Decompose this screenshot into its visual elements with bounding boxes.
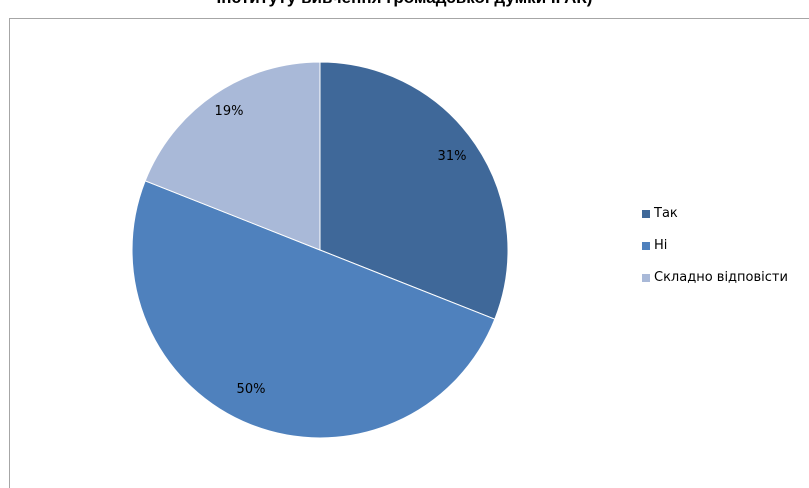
data-label-skladno: 19%: [215, 104, 244, 119]
legend-label-tak: Так: [654, 206, 678, 221]
chart-frame: [9, 18, 809, 488]
data-label-tak: 31%: [438, 149, 467, 164]
legend-swatch-tak: [642, 209, 650, 218]
slice-tak: [319, 61, 509, 320]
data-label-ni: 50%: [237, 382, 266, 397]
legend-item-ni: Ні: [642, 237, 788, 254]
legend-item-tak: Так: [642, 205, 788, 222]
legend-item-skladno: Складно відповісти: [642, 269, 788, 286]
slice-skladno: [144, 61, 321, 251]
legend-swatch-ni: [642, 241, 650, 250]
slice-ni: [131, 180, 496, 439]
chart-legend: Так Ні Складно відповісти: [642, 205, 788, 301]
legend-label-skladno: Складно відповісти: [654, 270, 788, 285]
legend-label-ni: Ні: [654, 238, 668, 253]
legend-swatch-skladno: [642, 273, 650, 282]
chart-title-container: Інституту вивчення громадської думки ІГА…: [0, 0, 809, 10]
chart-title: Інституту вивчення громадської думки ІГА…: [0, 0, 809, 9]
